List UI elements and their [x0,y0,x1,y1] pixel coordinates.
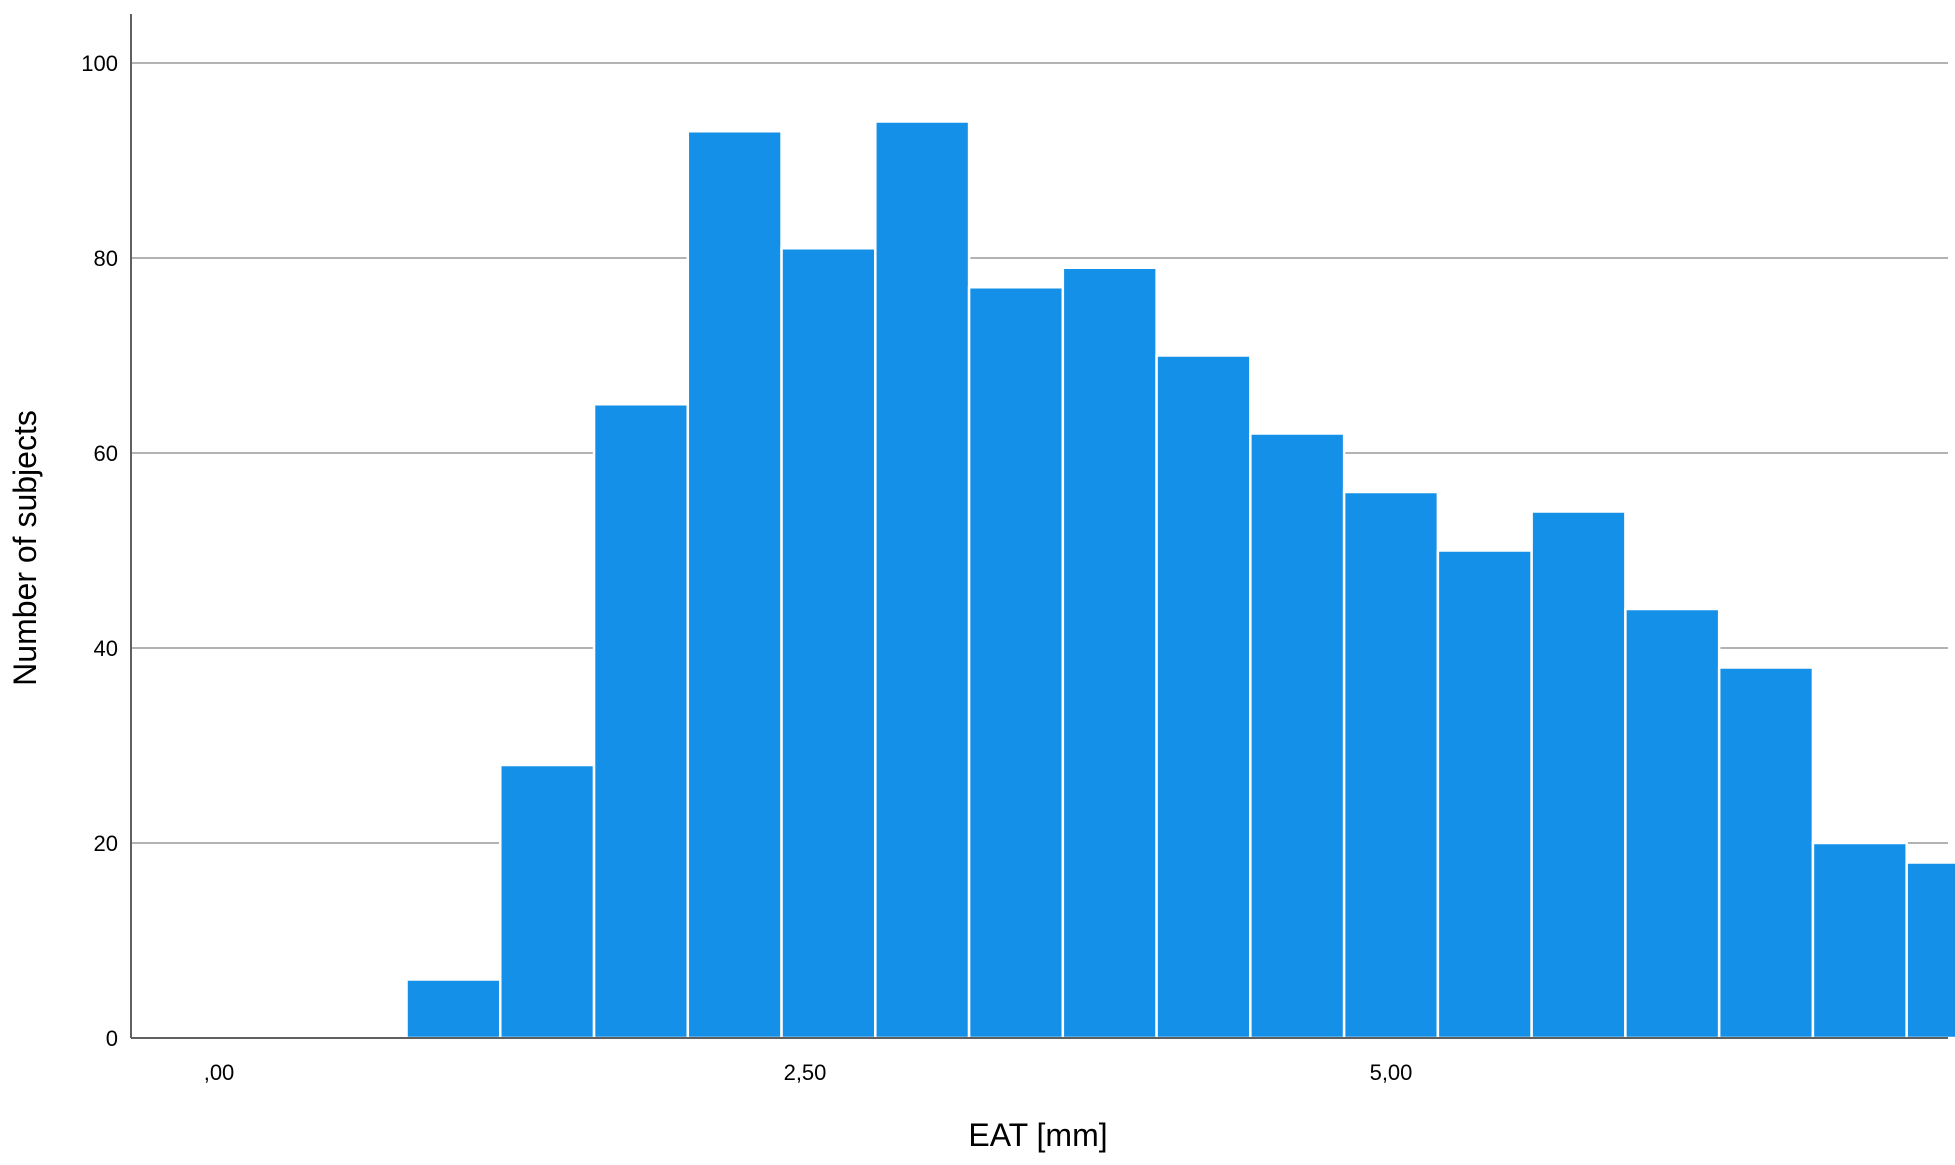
y-axis-title: Number of subjects [7,410,43,686]
bar [967,286,1065,1040]
x-axis-title: EAT [mm] [968,1117,1107,1153]
bar [1342,490,1440,1040]
bar [1436,549,1533,1040]
bar [780,247,877,1040]
bar [499,763,596,1040]
bar [592,403,690,1040]
x-tick-label: 5,00 [1370,1060,1413,1085]
y-tick-label: 80 [94,246,118,271]
x-tick-labels: ,002,505,007,5010,0012,50 [204,1060,1413,1085]
bar [686,130,783,1040]
y-tick-label: 100 [81,51,118,76]
bars [405,120,1955,1040]
y-tick-label: 0 [106,1026,118,1051]
bar [1530,510,1627,1040]
bar [1624,607,1721,1040]
y-tick-label: 60 [94,441,118,466]
y-tick-label: 40 [94,636,118,661]
axes [130,14,1948,1039]
bar [1717,666,1815,1040]
bar [1905,861,1955,1040]
y-tick-labels: 0 20 40 60 80 100 [81,51,118,1051]
bar [1249,432,1346,1040]
y-tick-label: 20 [94,831,118,856]
bar [1155,354,1252,1040]
bar [874,120,971,1040]
x-tick-label: ,00 [204,1060,235,1085]
bar [405,978,502,1040]
x-tick-label: 2,50 [784,1060,827,1085]
bar [1811,841,1908,1040]
bar [1061,266,1158,1040]
